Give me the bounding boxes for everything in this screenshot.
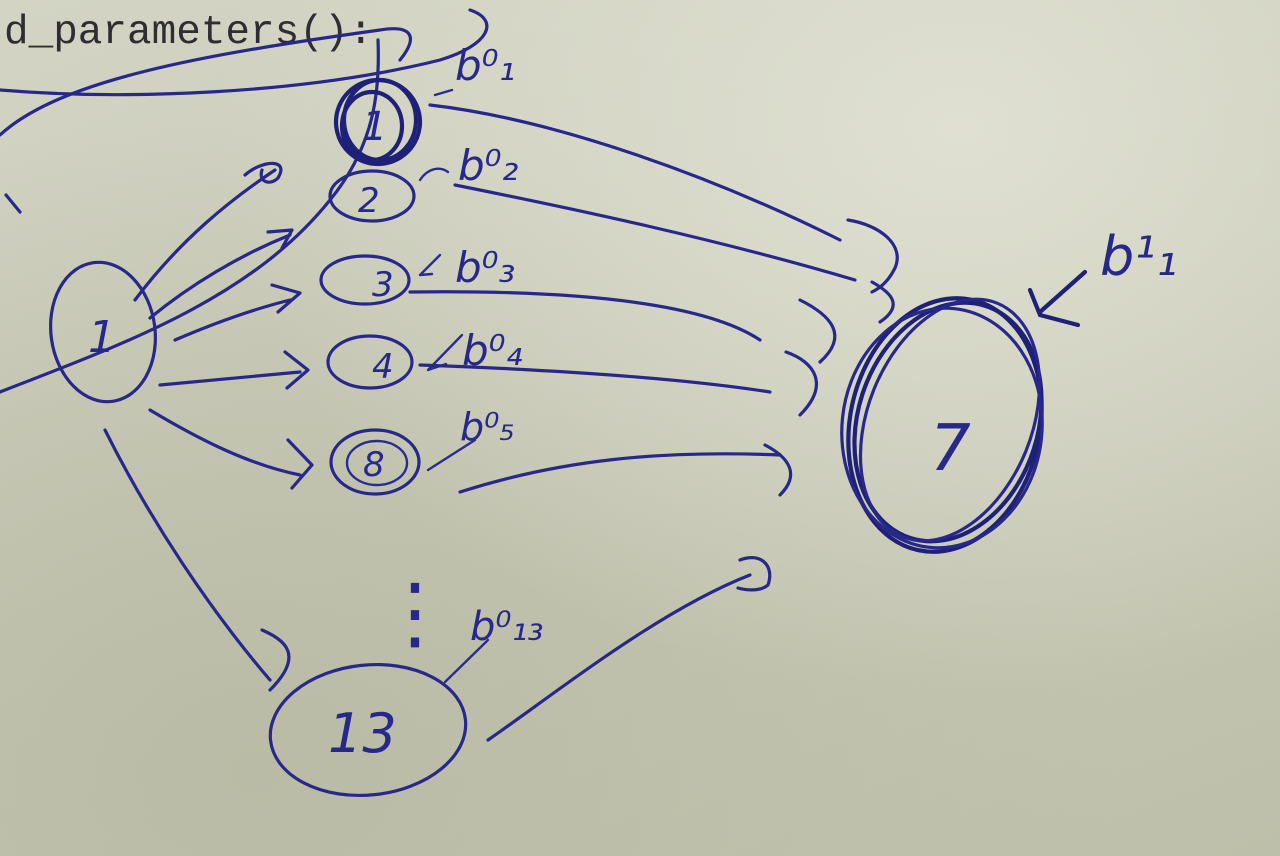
arrow-in-h1 (133, 168, 277, 302)
arrow-h13-out-head (736, 556, 772, 592)
bias-label-5: b⁰₅ (460, 405, 515, 449)
hidden-to-output-arrows (408, 103, 899, 742)
arrow-in-h13 (103, 428, 272, 682)
input-to-hidden-arrows (103, 161, 314, 692)
stray-mark-left (4, 193, 22, 214)
input-node-label: 1 (88, 312, 116, 363)
arrow-h13-out (486, 573, 752, 742)
arrow-h3-out-head (798, 298, 837, 364)
arrow-in-h13-head (260, 628, 291, 692)
arrow-h1-out (428, 103, 842, 242)
arrow-in-h4-head (283, 350, 310, 390)
stray-loop-top (0, 8, 489, 97)
hidden-node-3: 3 b⁰₃ (319, 243, 515, 306)
hidden-node-13-circle (268, 662, 468, 798)
output-bias-label: b¹₁ (1100, 225, 1178, 288)
output-node-label: 7 (930, 412, 971, 486)
arrow-h4-out (418, 363, 772, 394)
arrow-h8-out-head (763, 443, 793, 497)
hidden-node-4: 4 b⁰₄ (326, 326, 522, 390)
arrow-h2-out-head (870, 280, 895, 324)
hidden-node-4-label: 4 (372, 347, 394, 387)
hidden-node-1-label: 1 (362, 104, 387, 150)
arrow-in-h3-head (270, 283, 302, 314)
input-node-circle (48, 260, 158, 404)
stray-loop-top-2 (0, 27, 412, 137)
bias-label-3: b⁰₃ (455, 243, 515, 292)
bias-label-1: b⁰₁ (455, 41, 515, 90)
arrow-in-h1-head (243, 161, 283, 184)
arrow-in-h3 (173, 298, 292, 342)
hidden-node-3-label: 3 (372, 265, 394, 305)
arrow-h4-out-head (784, 350, 818, 417)
hidden-node-3-circle (319, 254, 411, 306)
hidden-node-2-circle (328, 169, 416, 223)
hidden-node-1: 1 b⁰₁ (333, 41, 515, 167)
output-bias-arrow (1037, 269, 1088, 315)
bias-label-13: b⁰₁₃ (470, 604, 544, 650)
stray-diagonal-line (0, 38, 380, 394)
ellipsis-dots: ⋮ (375, 566, 455, 659)
hidden-node-8-label: 8 (363, 445, 385, 485)
hidden-node-13-label: 13 (328, 702, 397, 765)
arrow-h3-out (408, 290, 762, 342)
hidden-node-8: 8 b⁰₅ (329, 405, 515, 496)
arrow-in-h2 (148, 233, 292, 320)
hidden-node-13: 13 b⁰₁₃ (268, 604, 544, 798)
hidden-node-4-circle (326, 334, 414, 390)
hidden-node-2: 2 b⁰₂ (328, 141, 518, 223)
arrow-in-h4 (158, 370, 302, 387)
arrow-h2-out (453, 183, 857, 282)
arrow-h8-out (458, 452, 782, 494)
hidden-node-2-label: 2 (358, 181, 380, 221)
hidden-node-8-circle (329, 428, 421, 496)
arrow-in-h2-head (266, 228, 294, 250)
printed-code-text: d_parameters(): (4, 10, 374, 56)
output-node: 7 b¹₁ (840, 225, 1178, 554)
arrow-in-h8 (148, 408, 302, 477)
bias-label-2: b⁰₂ (458, 141, 518, 190)
arrow-in-h8-head (286, 438, 314, 490)
